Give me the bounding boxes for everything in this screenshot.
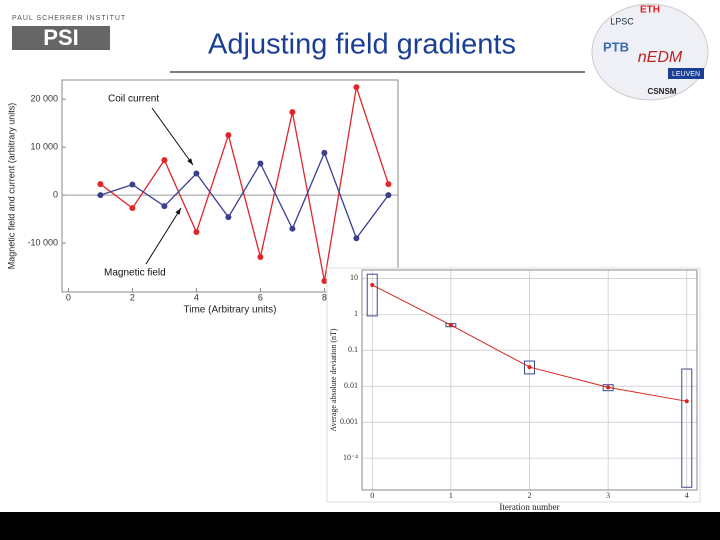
- data-point: [606, 385, 611, 390]
- data-point: [385, 181, 392, 188]
- y-tick-label: 0.1: [348, 345, 358, 354]
- x-tick-label: 0: [370, 491, 374, 500]
- y-tick-label: 0.001: [340, 417, 358, 426]
- data-point: [353, 84, 360, 91]
- data-point: [257, 160, 264, 167]
- y-tick-label: 0.01: [344, 381, 358, 390]
- annotation: Magnetic field: [104, 268, 166, 279]
- arrow-head: [175, 208, 181, 215]
- y-tick-label: -10 000: [27, 237, 58, 247]
- y-tick-label: 10 000: [30, 142, 58, 152]
- partner: LEUVEN: [672, 71, 700, 78]
- data-point: [161, 157, 168, 164]
- data-point: [370, 283, 375, 288]
- data-point: [289, 225, 296, 232]
- logo-box: [12, 26, 110, 50]
- x-tick-label: 1: [449, 491, 453, 500]
- range-box: [681, 368, 693, 488]
- partner-logos: ETH LPSC PTB nEDM LEUVEN CSNSM: [591, 3, 709, 101]
- x-tick-label: 2: [528, 491, 532, 500]
- data-point: [289, 109, 296, 116]
- leuven-box: [668, 68, 704, 79]
- data-point: [353, 235, 360, 242]
- series-line: [100, 86, 390, 282]
- series-line: [100, 151, 389, 240]
- y-tick-label: 20 000: [30, 94, 58, 104]
- annotation-arrow: [145, 207, 182, 265]
- y-axis-label: Magnetic field and current (arbitrary un…: [6, 103, 16, 270]
- annotation-arrow: [151, 107, 194, 166]
- partner: CSNSM: [648, 87, 677, 96]
- arrow-head: [187, 158, 193, 165]
- x-tick-label: 3: [606, 491, 610, 500]
- data-point: [193, 229, 200, 236]
- institute-name: PAUL SCHERRER INSTITUT: [12, 15, 126, 22]
- y-tick-label: 1: [354, 309, 358, 318]
- slide-title: Adjusting field gradients: [208, 29, 516, 61]
- range-box: [366, 273, 378, 317]
- x-tick-label: 0: [66, 292, 71, 302]
- x-tick-label: 8: [322, 292, 327, 302]
- x-tick-label: 2: [130, 292, 135, 302]
- data-point: [321, 149, 328, 156]
- range-box: [602, 384, 614, 392]
- x-axis-label: Time (Arbitrary units): [184, 305, 277, 316]
- footer-bar: [0, 512, 720, 540]
- partner: LPSC: [610, 16, 634, 26]
- x-tick-label: 6: [258, 292, 263, 302]
- data-point: [129, 181, 136, 188]
- partner: nEDM: [638, 49, 683, 66]
- y-axis-label: Average absolute deviation (nT): [329, 328, 338, 431]
- logo-text: PSI: [43, 25, 78, 50]
- data-point: [321, 277, 328, 284]
- data-point: [684, 399, 689, 404]
- range-box: [524, 360, 535, 375]
- plot-frame: [61, 79, 399, 293]
- data-point: [385, 192, 392, 199]
- data-point: [225, 132, 232, 139]
- data-point: [129, 205, 136, 212]
- x-tick-label: 4: [194, 292, 199, 302]
- chart-background: [326, 267, 701, 503]
- data-point: [225, 214, 232, 221]
- partner: ETH: [640, 5, 660, 16]
- data-point: [527, 365, 532, 370]
- annotation: Coil current: [108, 94, 159, 105]
- y-tick-label: 10⁻⁴: [343, 453, 358, 462]
- y-tick-label: 0: [53, 189, 58, 199]
- chart: 10 1 0.1 0.01 0.001 10⁻⁴ 0 1 2 3 4 Iteration number…: [326, 267, 701, 512]
- data-point: [448, 323, 453, 328]
- data-point: [161, 203, 168, 210]
- data-point: [97, 192, 104, 199]
- data-point: [257, 253, 264, 260]
- plot-frame: [361, 269, 698, 491]
- data-point: [97, 181, 104, 188]
- y-tick-label: 10: [350, 273, 358, 282]
- data-point: [193, 170, 200, 177]
- partner: PTB: [603, 39, 629, 54]
- x-axis-label: Iteration number: [499, 502, 559, 512]
- psi-logo: PAUL SCHERRER INSTITUT PSI: [12, 15, 126, 50]
- x-tick-label: 4: [685, 491, 689, 500]
